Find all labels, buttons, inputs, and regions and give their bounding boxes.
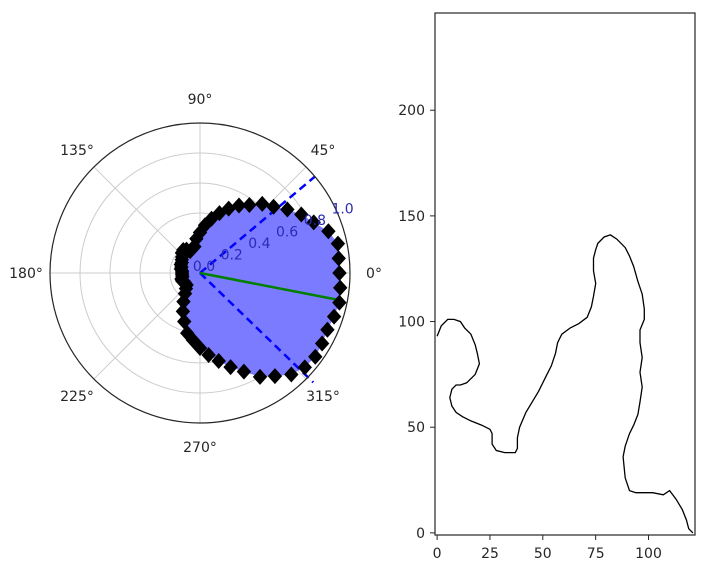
polar-marker (331, 250, 346, 267)
y-tick-label-200: 200 (398, 103, 425, 119)
polar-marker (308, 348, 323, 365)
polar-marker (242, 197, 257, 214)
polar-fill-region (180, 203, 341, 377)
polar-marker (294, 206, 309, 223)
polar-marker (236, 363, 252, 380)
polar-marker (189, 230, 204, 247)
x-axis-ticks: 0 25 50 75 100 (433, 535, 662, 562)
polar-marker (255, 195, 270, 212)
polar-marker (176, 293, 191, 310)
radial-tick-0-8: 0.8 (304, 213, 326, 229)
contour-chart: 0 25 50 75 100 0 50 100 150 200 (398, 12, 696, 562)
x-tick-label-100: 100 (635, 546, 662, 562)
polar-dashed-line (199, 272, 315, 384)
polar-marker (177, 285, 193, 302)
radial-tick-0-6: 0.6 (276, 225, 298, 241)
polar-marker (297, 359, 312, 376)
polar-fill-polygon (180, 203, 341, 377)
radial-tick-0-2: 0.2 (221, 248, 243, 264)
polar-marker (320, 321, 335, 338)
angle-tick-225: 225° (60, 389, 94, 405)
polar-marker (321, 223, 336, 240)
polar-marker (314, 335, 330, 352)
polar-dashed-line (199, 175, 316, 274)
polar-marker (175, 303, 191, 320)
polar-marker (266, 198, 281, 215)
polar-marker (211, 353, 226, 370)
x-tick-label-25: 25 (481, 546, 499, 562)
angle-tick-0: 0° (366, 266, 382, 282)
polar-marker (223, 359, 238, 376)
polar-marker (284, 366, 299, 383)
polar-marker (192, 340, 208, 356)
x-tick-label-50: 50 (534, 546, 552, 562)
x-tick-label-75: 75 (587, 546, 605, 562)
polar-marker (330, 235, 346, 252)
polar-markers (173, 195, 348, 385)
polar-marker (333, 279, 348, 296)
y-tick-label-50: 50 (407, 420, 425, 436)
polar-marker (267, 368, 283, 385)
polar-radial-labels: 0.0 0.2 0.4 0.6 0.8 1.0 (193, 202, 354, 275)
x-tick-label-0: 0 (433, 546, 442, 562)
polar-marker (177, 313, 192, 330)
polar-solid-line (199, 271, 344, 302)
angle-tick-270: 270° (183, 440, 217, 456)
angle-tick-315: 315° (306, 389, 340, 405)
polar-frame (49, 122, 351, 424)
polar-marker (252, 368, 268, 385)
polar-angle-labels: 0° 45° 90° 135° 180° 225° 270° 315° (9, 92, 382, 456)
y-tick-label-100: 100 (398, 315, 425, 331)
y-tick-label-150: 150 (398, 209, 425, 225)
angle-tick-45: 45° (311, 143, 336, 159)
y-axis-ticks: 0 50 100 150 200 (398, 103, 435, 542)
polar-marker (197, 217, 213, 234)
radial-tick-0-4: 0.4 (248, 236, 270, 252)
polar-chart: 0° 45° 90° 135° 180° 225° 270° 315° 0.0 … (9, 92, 382, 456)
polar-marker (231, 197, 247, 214)
polar-marker (306, 214, 321, 231)
angle-tick-90: 90° (188, 92, 213, 108)
radial-tick-0-0: 0.0 (193, 259, 215, 275)
polar-marker (280, 201, 295, 218)
polar-marker (326, 308, 342, 325)
polar-marker (332, 294, 347, 311)
radial-tick-1-0: 1.0 (331, 202, 353, 218)
plot-frame (434, 12, 696, 536)
polar-marker (332, 265, 347, 281)
angle-tick-135: 135° (60, 143, 94, 159)
angle-tick-180: 180° (9, 266, 43, 282)
polar-marker (201, 347, 216, 364)
y-tick-label-0: 0 (416, 526, 425, 542)
polar-lines (199, 175, 344, 384)
contour-line (436, 234, 694, 534)
polar-marker (192, 224, 208, 241)
